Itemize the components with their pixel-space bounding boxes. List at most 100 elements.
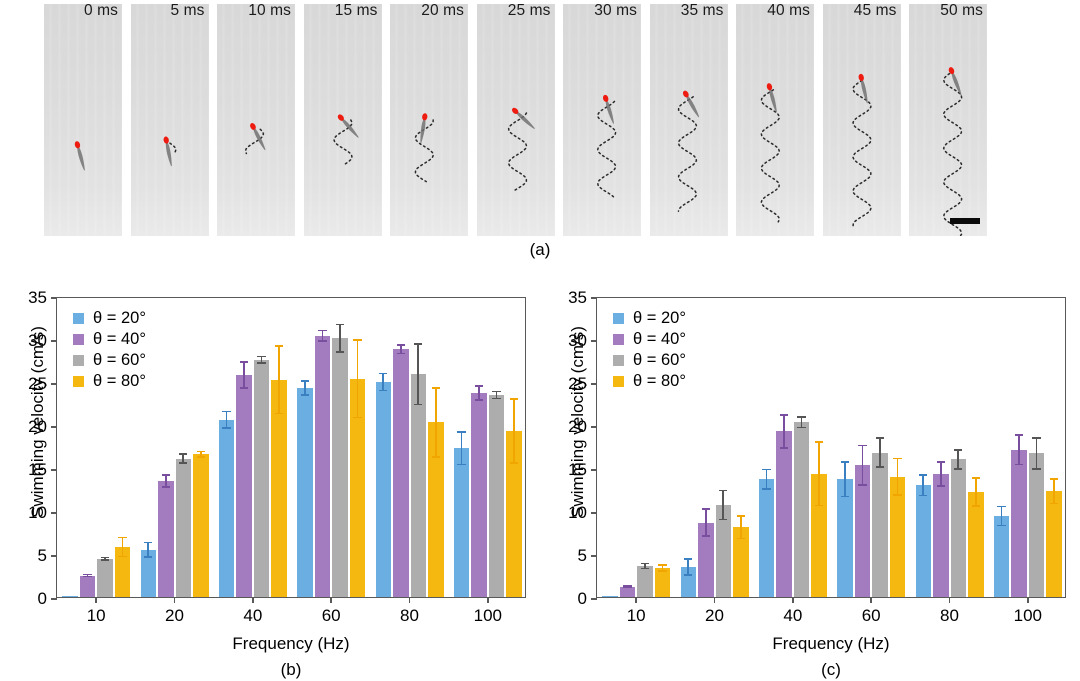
legend-label: θ = 60° [93,351,146,370]
error-bar-stem [704,508,707,537]
legend-swatch-icon-theta20 [73,313,84,324]
legend-label: θ = 40° [633,330,686,349]
error-bar-stem [661,563,664,572]
error-bar-stem [104,556,106,561]
error-bar-cap [318,340,327,342]
x-axis-tick [173,597,176,603]
error-bar-stem [86,573,89,578]
error-bar-theta60-10hz [100,556,110,561]
frame-time-label: 50 ms [940,4,983,19]
legend-swatch-icon-theta80 [73,376,84,387]
frame-time-label: 40 ms [767,4,810,19]
error-bar-theta40-80hz [396,344,405,355]
error-bar-cap [431,387,440,389]
error-bar-cap [144,541,153,544]
error-bar-stem [783,414,785,449]
error-bar-cap [640,562,650,565]
legend-entry-theta60: θ = 60° [613,351,686,370]
y-axis-tick-label: 35 [568,288,587,307]
error-bar-theta60-60hz [335,323,345,353]
error-bar-theta60-20hz [719,489,728,521]
error-bar-stem [687,558,690,576]
error-bar-cap [492,397,501,400]
x-axis-tick-label: 20 [165,606,184,625]
frame-time-label: 5 ms [170,4,205,19]
error-bar-cap [779,447,789,449]
error-bar-cap [492,390,501,393]
error-bar-theta60-20hz [179,453,188,464]
bar-theta80-40hz [271,379,287,597]
bars-layer-c [597,298,1065,597]
error-bar-cap [300,380,310,382]
trajectory-trail [332,119,353,165]
bar-theta20-100hz [993,516,1010,597]
video-frame: 20 ms [390,4,468,236]
trajectory-trail [244,128,265,155]
swimmer-body [77,144,85,171]
error-bar-cap [1014,463,1024,466]
error-bar-cap [875,466,885,468]
bar-theta40-60hz [314,335,331,597]
y-axis-tick-label: 15 [28,460,47,479]
x-axis-tick [870,597,872,603]
legend-label: θ = 80° [93,372,146,391]
x-axis-tick-label: 40 [243,606,263,625]
error-bar-theta80-10hz [118,536,127,558]
swimmer-overlay [414,113,435,183]
legend-entry-theta80: θ = 80° [613,372,686,391]
error-bar-stem [478,385,480,401]
error-bar-cap [936,461,945,463]
x-axis-tick [252,597,254,603]
error-bar-cap [814,504,824,507]
panel-b-bar-chart: θ = 20° θ = 40° θ = 60° θ = 80° 0 5 10 15 20 25 3… [0,262,540,681]
error-bar-theta60-40hz [257,355,266,364]
legend-label: θ = 60° [633,351,686,370]
video-frame: 50 ms [909,4,987,236]
y-axis-tick [51,598,57,600]
frame-time-label: 20 ms [421,4,464,19]
error-bar-theta60-10hz [640,562,650,570]
bar-theta20-80hz [915,485,931,597]
swimmer-overlay [163,136,177,167]
bar-theta20-40hz [218,419,235,597]
frame-time-label: 15 ms [334,4,378,19]
trajectory-trail [168,142,177,153]
legend-swatch-icon-theta40 [73,334,84,345]
error-bar-theta20-40hz [222,410,231,429]
swimmer-body [605,98,614,124]
legend-entry-theta40: θ = 40° [613,330,686,349]
swimmer-body [420,117,426,144]
error-bar-stem [644,562,646,570]
error-bar-cap [353,416,362,419]
error-bar-cap [840,461,850,463]
error-bar-theta80-80hz [431,387,440,458]
error-bar-cap [971,477,980,480]
bar-theta20-80hz [375,382,391,597]
y-axis-title-b: Swimming velocity (cm/s) [28,326,47,518]
y-axis-tick-label: 35 [28,288,47,307]
legend-swatch-icon-theta40 [613,334,624,345]
error-bar-stem [278,345,280,415]
error-bar-stem [321,329,324,342]
error-bar-cap [474,385,484,388]
error-bar-stem [164,474,167,488]
panel-a-label: (a) [529,240,551,259]
error-bar-cap [840,495,850,498]
trajectory-trail [760,89,781,223]
y-axis-tick-label: 10 [28,503,47,522]
error-bar-stem [800,416,803,429]
bar-theta80-60hz [349,378,366,597]
error-bar-cap [83,575,92,578]
error-bar-stem [243,361,245,389]
error-bar-cap [239,387,249,389]
error-bar-theta20-100hz [457,431,466,466]
y-axis-tick-label: 10 [568,503,587,522]
error-bar-theta60-100hz [492,390,501,400]
y-axis-tick [591,297,597,299]
swimmer-body [514,111,535,130]
y-axis-tick-label: 25 [28,374,47,393]
bar-theta40-20hz [158,480,174,597]
error-bar-stem [626,584,629,589]
swimmer-head-marker [337,114,344,121]
bar-theta20-10hz [602,596,618,597]
